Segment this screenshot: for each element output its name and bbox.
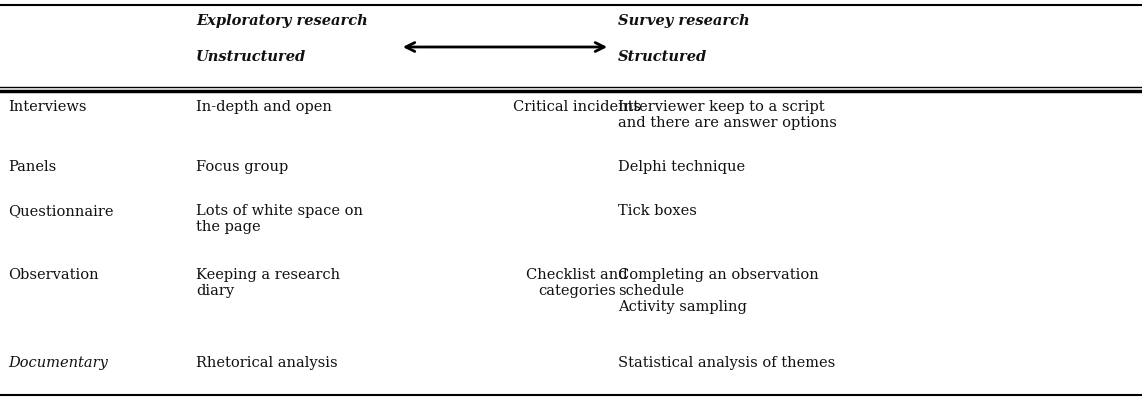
- Text: Tick boxes: Tick boxes: [618, 203, 697, 217]
- Text: Completing an observation
schedule
Activity sampling: Completing an observation schedule Activ…: [618, 267, 819, 314]
- Text: Questionnaire: Questionnaire: [8, 203, 113, 217]
- Text: Rhetorical analysis: Rhetorical analysis: [196, 355, 338, 369]
- Text: Survey research: Survey research: [618, 14, 749, 28]
- Text: Interviewer keep to a script
and there are answer options: Interviewer keep to a script and there a…: [618, 100, 837, 130]
- Text: Structured: Structured: [618, 50, 707, 64]
- Text: Interviews: Interviews: [8, 100, 87, 114]
- Text: Observation: Observation: [8, 267, 98, 281]
- Text: Exploratory research: Exploratory research: [196, 14, 368, 28]
- Text: Statistical analysis of themes: Statistical analysis of themes: [618, 355, 835, 369]
- Text: Focus group: Focus group: [196, 160, 288, 174]
- Text: Panels: Panels: [8, 160, 56, 174]
- Text: In-depth and open: In-depth and open: [196, 100, 332, 114]
- Text: Critical incidents: Critical incidents: [513, 100, 641, 114]
- Text: Checklist and
categories: Checklist and categories: [526, 267, 627, 298]
- Text: Keeping a research
diary: Keeping a research diary: [196, 267, 340, 298]
- Text: Unstructured: Unstructured: [196, 50, 306, 64]
- Text: Documentary: Documentary: [8, 355, 107, 369]
- Text: Lots of white space on
the page: Lots of white space on the page: [196, 203, 363, 234]
- Text: Delphi technique: Delphi technique: [618, 160, 745, 174]
